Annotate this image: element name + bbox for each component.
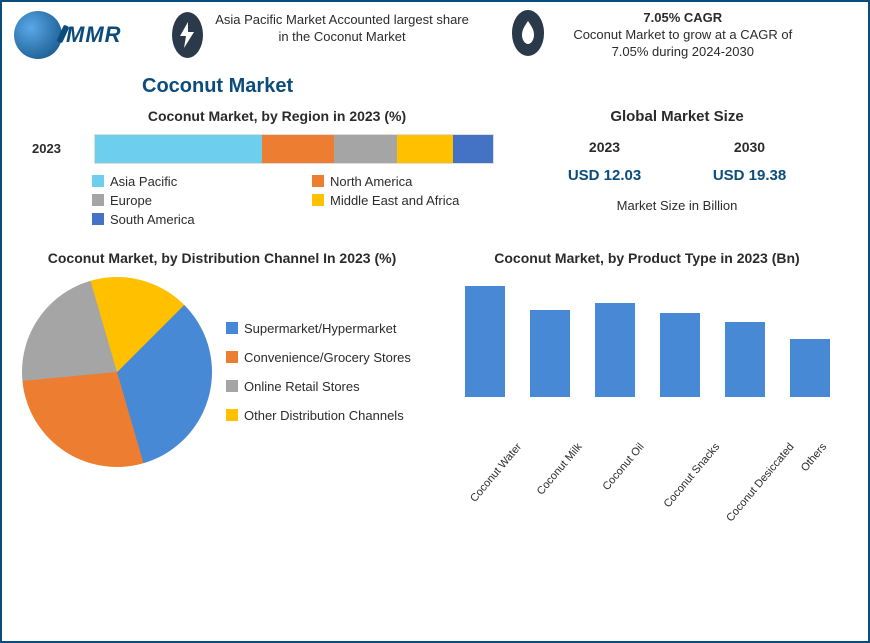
lightning-icon bbox=[172, 12, 203, 58]
stacked-segment bbox=[334, 135, 398, 163]
legend-item: Supermarket/Hypermarket bbox=[226, 321, 411, 336]
market-size-values: USD 12.03 USD 19.38 bbox=[532, 167, 822, 184]
stacked-segment bbox=[262, 135, 334, 163]
bar bbox=[595, 303, 635, 397]
market-size-title: Global Market Size bbox=[532, 108, 822, 125]
legend-swatch bbox=[312, 194, 324, 206]
legend-label: Online Retail Stores bbox=[244, 379, 360, 394]
legend-label: Other Distribution Channels bbox=[244, 408, 404, 423]
ms-year1: 2023 bbox=[589, 139, 620, 155]
cagr-strong: 7.05% CAGR bbox=[554, 10, 812, 27]
legend-item: Europe bbox=[92, 193, 302, 208]
legend-item: Middle East and Africa bbox=[312, 193, 522, 208]
pie-chart bbox=[22, 277, 212, 467]
legend-swatch bbox=[312, 175, 324, 187]
legend-swatch bbox=[226, 322, 238, 334]
legend-label: South America bbox=[110, 212, 195, 227]
bar-chart: Coconut WaterCoconut MilkCoconut OilCoco… bbox=[442, 279, 852, 409]
logo-text: MMR bbox=[66, 22, 122, 48]
stacked-bar-row: 2023 bbox=[32, 134, 522, 164]
legend-label: Europe bbox=[110, 193, 152, 208]
bar-column: Coconut Milk bbox=[522, 310, 578, 408]
legend-label: Middle East and Africa bbox=[330, 193, 459, 208]
bar-column: Coconut Oil bbox=[587, 303, 643, 409]
bar-column: Coconut Desiccated bbox=[717, 322, 773, 408]
legend-item: North America bbox=[312, 174, 522, 189]
stacked-bar bbox=[94, 134, 494, 164]
bar bbox=[790, 339, 830, 397]
legend-item: South America bbox=[92, 212, 302, 227]
main-title: Coconut Market bbox=[142, 75, 868, 98]
region-section: Coconut Market, by Region in 2023 (%) 20… bbox=[2, 108, 868, 227]
market-size-sub: Market Size in Billion bbox=[532, 198, 822, 213]
legend-label: Asia Pacific bbox=[110, 174, 177, 189]
bar-label: Coconut Oil bbox=[600, 441, 646, 493]
stacked-segment bbox=[95, 135, 262, 163]
bar-label: Coconut Snacks bbox=[662, 441, 723, 510]
region-chart-title: Coconut Market, by Region in 2023 (%) bbox=[32, 108, 522, 124]
market-size-years: 2023 2030 bbox=[532, 139, 822, 155]
legend-item: Convenience/Grocery Stores bbox=[226, 350, 411, 365]
logo: MMR bbox=[14, 11, 122, 59]
globe-icon bbox=[14, 11, 62, 59]
bar-title: Coconut Market, by Product Type in 2023 … bbox=[442, 249, 852, 267]
legend-item: Online Retail Stores bbox=[226, 379, 411, 394]
legend-label: Supermarket/Hypermarket bbox=[244, 321, 396, 336]
legend-swatch bbox=[92, 194, 104, 206]
pie-legend: Supermarket/Hypermarket Convenience/Groce… bbox=[226, 321, 411, 423]
bar-label: Coconut Water bbox=[468, 441, 524, 505]
stacked-segment bbox=[453, 135, 493, 163]
bar bbox=[660, 313, 700, 397]
legend-item: Asia Pacific bbox=[92, 174, 302, 189]
region-legend: Asia Pacific North America Europe Middle Ea… bbox=[92, 174, 522, 227]
bar bbox=[465, 286, 505, 396]
stacked-segment bbox=[397, 135, 453, 163]
legend-swatch bbox=[92, 213, 104, 225]
bar-label: Coconut Desiccated bbox=[724, 441, 796, 524]
legend-swatch bbox=[226, 380, 238, 392]
market-size-panel: Global Market Size 2023 2030 USD 12.03 U… bbox=[522, 108, 832, 227]
legend-item: Other Distribution Channels bbox=[226, 408, 411, 423]
region-chart: Coconut Market, by Region in 2023 (%) 20… bbox=[2, 108, 522, 227]
header-text-2: 7.05% CAGR Coconut Market to grow at a C… bbox=[554, 10, 812, 61]
bottom-section: Coconut Market, by Distribution Channel … bbox=[2, 249, 868, 467]
pie-title: Coconut Market, by Distribution Channel … bbox=[2, 249, 442, 267]
bar-section: Coconut Market, by Product Type in 2023 … bbox=[442, 249, 852, 467]
ms-val1: USD 12.03 bbox=[568, 167, 641, 184]
legend-swatch bbox=[92, 175, 104, 187]
legend-label: Convenience/Grocery Stores bbox=[244, 350, 411, 365]
bar-label: Others bbox=[799, 441, 829, 474]
legend-swatch bbox=[226, 351, 238, 363]
ms-val2: USD 19.38 bbox=[713, 167, 786, 184]
bar bbox=[530, 310, 570, 396]
bar-column: Others bbox=[782, 339, 838, 409]
bar-column: Coconut Snacks bbox=[652, 313, 708, 409]
flame-icon bbox=[512, 10, 544, 56]
ms-year2: 2030 bbox=[734, 139, 765, 155]
bar-column: Coconut Water bbox=[457, 286, 513, 408]
pie-section: Coconut Market, by Distribution Channel … bbox=[2, 249, 442, 467]
pie-row: Supermarket/Hypermarket Convenience/Groce… bbox=[2, 277, 442, 467]
cagr-text: Coconut Market to grow at a CAGR of 7.05… bbox=[554, 27, 812, 61]
legend-label: North America bbox=[330, 174, 412, 189]
header-block-2: 7.05% CAGR Coconut Market to grow at a C… bbox=[512, 10, 812, 61]
header: MMR Asia Pacific Market Accounted larges… bbox=[2, 2, 868, 69]
header-block-1: Asia Pacific Market Accounted largest sh… bbox=[172, 12, 472, 58]
header-text-1: Asia Pacific Market Accounted largest sh… bbox=[213, 12, 472, 46]
bar-label: Coconut Milk bbox=[534, 441, 584, 497]
legend-swatch bbox=[226, 409, 238, 421]
year-label: 2023 bbox=[32, 141, 82, 156]
bar bbox=[725, 322, 765, 396]
